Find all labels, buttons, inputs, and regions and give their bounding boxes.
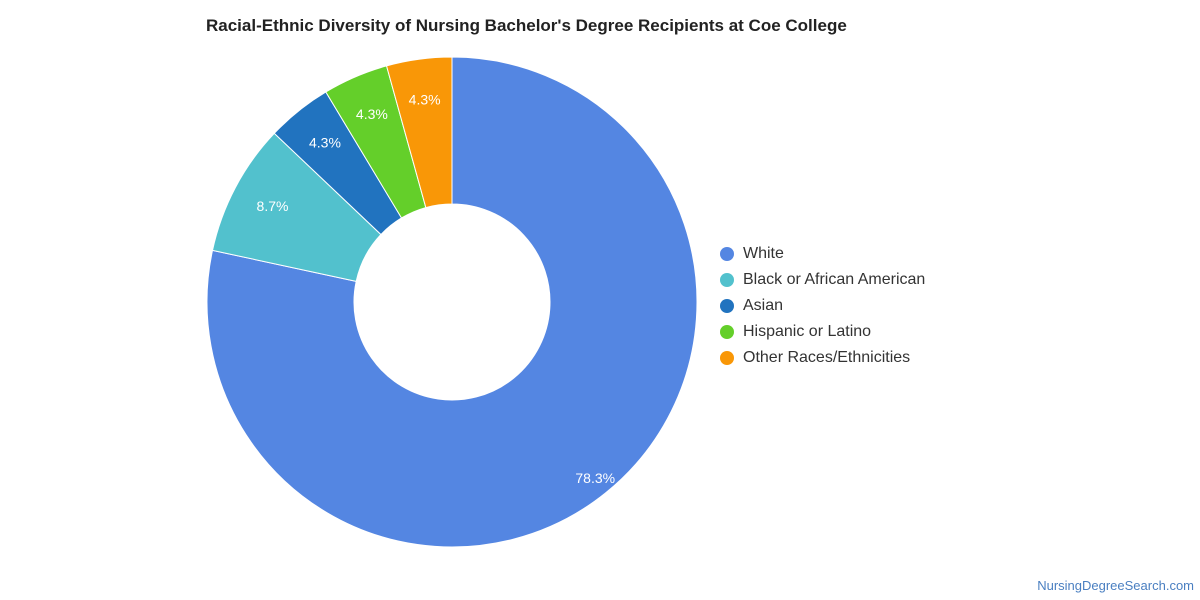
data-label-white: 78.3% — [575, 470, 615, 486]
legend-swatch-icon — [720, 351, 734, 365]
chart-legend: White Black or African American Asian Hispa… — [720, 241, 925, 371]
legend-swatch-icon — [720, 325, 734, 339]
slice-white[interactable] — [206, 56, 698, 548]
chart-title: Racial-Ethnic Diversity of Nursing Bache… — [206, 16, 847, 35]
legend-item-white[interactable]: White — [720, 241, 925, 267]
legend-swatch-icon — [720, 247, 734, 261]
data-label-other-races-ethnicities: 4.3% — [409, 92, 441, 108]
legend-swatch-icon — [720, 299, 734, 313]
legend-label: Asian — [743, 297, 784, 314]
legend-item-black-or-african-american[interactable]: Black or African American — [720, 267, 925, 293]
source-watermark[interactable]: NursingDegreeSearch.com — [1037, 578, 1194, 593]
slice-other-races-ethnicities[interactable] — [385, 56, 453, 209]
legend-label: Other Races/Ethnicities — [743, 349, 911, 366]
data-label-hispanic-or-latino: 4.3% — [356, 106, 388, 122]
legend-label: Black or African American — [743, 271, 926, 288]
legend-item-hispanic-or-latino[interactable]: Hispanic or Latino — [720, 319, 925, 345]
data-label-asian: 4.3% — [309, 134, 341, 150]
data-label-black-or-african-american: 8.7% — [257, 198, 289, 214]
legend-label: White — [743, 245, 784, 262]
legend-label: Hispanic or Latino — [743, 323, 872, 340]
legend-item-other-races-ethnicities[interactable]: Other Races/Ethnicities — [720, 345, 925, 371]
legend-item-asian[interactable]: Asian — [720, 293, 925, 319]
legend-swatch-icon — [720, 273, 734, 287]
